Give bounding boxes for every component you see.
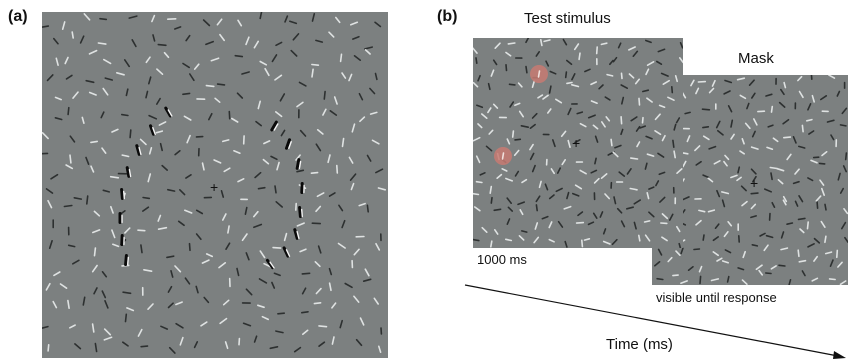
fixation-cross-mask: +: [750, 175, 759, 191]
panel-b-label: (b): [437, 8, 458, 25]
test-stimulus-title: Test stimulus: [524, 10, 611, 27]
time-axis-label: Time (ms): [606, 336, 673, 353]
mask-title: Mask: [738, 50, 774, 67]
test-stimulus: +: [473, 38, 683, 248]
panel-a-stimulus: +: [42, 12, 388, 358]
gabor-field-test: [473, 38, 683, 248]
gabor-field-a: [42, 12, 387, 354]
panel-a-label: (a): [8, 8, 28, 25]
fixation-cross-test: +: [572, 135, 581, 151]
mask-duration-label: visible until response: [656, 290, 777, 305]
fixation-cross-a: +: [210, 179, 219, 195]
test-duration-label: 1000 ms: [477, 252, 527, 267]
